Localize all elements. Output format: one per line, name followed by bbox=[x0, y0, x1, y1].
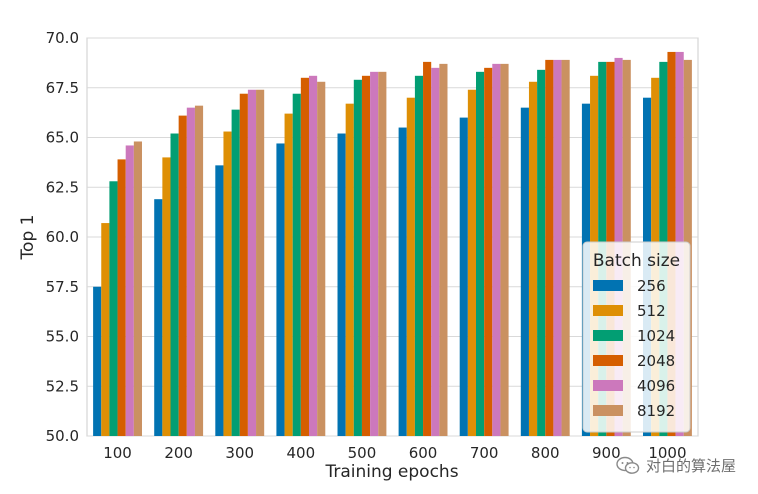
bar-512-700 bbox=[467, 89, 477, 437]
legend: Batch size 256 512 1024 2048 4096 8192 bbox=[582, 241, 691, 433]
bar-1024-600 bbox=[414, 75, 424, 436]
bar-1024-200 bbox=[170, 133, 179, 436]
bar-512-400 bbox=[284, 113, 293, 437]
bar-512-200 bbox=[162, 157, 171, 436]
bar-8192-700 bbox=[500, 63, 509, 437]
bar-256-500 bbox=[337, 133, 346, 436]
bar-2048-100 bbox=[117, 159, 126, 436]
y-axis-title: Top 1 bbox=[18, 215, 38, 261]
legend-label: 8192 bbox=[637, 402, 675, 420]
x-tick-label: 400 bbox=[287, 444, 316, 462]
y-tick-label: 57.5 bbox=[46, 278, 79, 296]
y-tick-label: 62.5 bbox=[46, 178, 79, 196]
bar-512-100 bbox=[101, 223, 110, 436]
watermark: 对白的算法屋 bbox=[616, 455, 736, 476]
bar-8192-300 bbox=[256, 89, 265, 437]
bar-2048-500 bbox=[361, 75, 371, 436]
y-tick-label: 55.0 bbox=[46, 328, 79, 346]
legend-label: 1024 bbox=[637, 327, 675, 345]
legend-swatch-512 bbox=[593, 305, 623, 316]
bar-2048-200 bbox=[178, 115, 187, 437]
bar-256-100 bbox=[93, 286, 102, 436]
bar-2048-700 bbox=[484, 67, 493, 436]
bar-2048-600 bbox=[423, 61, 432, 436]
legend-title: Batch size bbox=[593, 251, 680, 271]
bar-4096-800 bbox=[553, 59, 562, 436]
bar-4096-200 bbox=[186, 107, 195, 437]
x-tick-label: 900 bbox=[592, 444, 621, 462]
bar-512-300 bbox=[223, 131, 232, 436]
bar-512-800 bbox=[528, 81, 538, 436]
bar-8192-400 bbox=[317, 81, 326, 436]
bar-512-600 bbox=[406, 97, 415, 436]
bar-8192-100 bbox=[133, 141, 142, 437]
bar-256-400 bbox=[276, 143, 285, 436]
y-tick-label: 67.5 bbox=[46, 79, 79, 97]
bar-8192-600 bbox=[439, 63, 448, 437]
legend-swatch-4096 bbox=[593, 380, 623, 391]
bar-1024-500 bbox=[353, 79, 362, 436]
legend-label: 512 bbox=[637, 302, 666, 320]
bar-8192-800 bbox=[561, 59, 570, 436]
y-tick-labels: 50.0 52.5 55.0 57.5 60.0 62.5 65.0 67.5 70.0 bbox=[46, 29, 79, 445]
x-tick-label: 600 bbox=[409, 444, 438, 462]
bar-4096-400 bbox=[308, 75, 318, 436]
legend-label: 256 bbox=[637, 277, 666, 295]
bar-4096-700 bbox=[492, 63, 501, 437]
wechat-icon bbox=[616, 456, 640, 474]
x-tick-label: 300 bbox=[225, 444, 254, 462]
bar-256-600 bbox=[398, 127, 407, 437]
legend-label: 2048 bbox=[637, 352, 675, 370]
bar-256-800 bbox=[520, 107, 529, 437]
bar-2048-800 bbox=[545, 59, 554, 436]
legend-swatch-8192 bbox=[593, 405, 623, 416]
x-axis-title: Training epochs bbox=[324, 462, 458, 482]
bar-4096-300 bbox=[247, 89, 257, 437]
y-tick-label: 65.0 bbox=[46, 129, 79, 147]
bar-8192-200 bbox=[194, 105, 204, 436]
bar-2048-300 bbox=[239, 93, 248, 436]
x-tick-label: 1000 bbox=[648, 444, 686, 462]
x-tick-label: 800 bbox=[531, 444, 560, 462]
bar-1024-400 bbox=[292, 93, 301, 436]
legend-swatch-256 bbox=[593, 280, 623, 291]
x-tick-label: 700 bbox=[470, 444, 499, 462]
bar-256-300 bbox=[215, 165, 224, 437]
x-tick-labels: 100 200 300 400 500 600 700 800 900 1000 bbox=[103, 444, 686, 462]
bar-512-500 bbox=[345, 103, 354, 437]
bar-2048-400 bbox=[300, 77, 309, 437]
y-tick-label: 50.0 bbox=[46, 427, 79, 445]
legend-swatch-2048 bbox=[593, 355, 623, 366]
bar-1024-300 bbox=[231, 109, 240, 436]
bar-1024-100 bbox=[109, 181, 118, 436]
y-tick-label: 70.0 bbox=[46, 29, 79, 47]
y-tick-label: 60.0 bbox=[46, 228, 79, 246]
y-tick-label: 52.5 bbox=[46, 377, 79, 395]
bar-8192-500 bbox=[378, 71, 387, 436]
x-tick-label: 100 bbox=[103, 444, 132, 462]
bar-4096-600 bbox=[431, 67, 440, 436]
legend-swatch-1024 bbox=[593, 330, 623, 341]
x-tick-label: 500 bbox=[348, 444, 377, 462]
bar-4096-100 bbox=[125, 145, 134, 436]
bar-4096-500 bbox=[370, 71, 379, 436]
bar-1024-700 bbox=[476, 71, 485, 436]
watermark-text: 对白的算法屋 bbox=[645, 457, 736, 475]
bar-256-200 bbox=[154, 199, 163, 436]
bar-1024-800 bbox=[537, 69, 546, 436]
legend-label: 4096 bbox=[637, 377, 675, 395]
bar-256-700 bbox=[459, 117, 468, 436]
x-tick-label: 200 bbox=[164, 444, 193, 462]
